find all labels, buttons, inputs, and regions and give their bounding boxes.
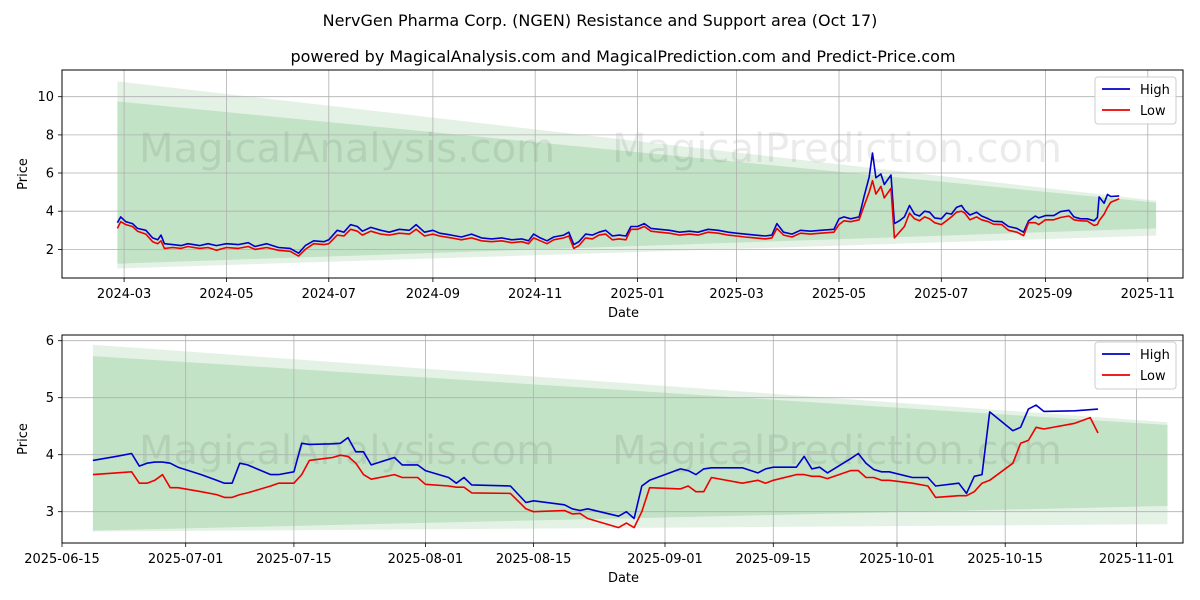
x-tick-label: 2025-03 — [709, 287, 763, 302]
x-tick-label: 2025-06-15 — [24, 552, 100, 567]
support-resistance-band — [92, 356, 1168, 531]
watermark-text: MagicalPrediction.com — [612, 126, 1062, 172]
y-tick-label: 4 — [46, 448, 54, 463]
top-chart-panel: MagicalAnalysis.com MagicalPrediction.com… — [16, 69, 1184, 321]
legend-label-low: Low — [1140, 369, 1166, 384]
x-tick-label: 2025-01 — [610, 287, 664, 302]
watermark-text: MagicalAnalysis.com — [139, 428, 555, 474]
series-line-high — [116, 152, 1120, 254]
x-tick-label: 2024-03 — [97, 287, 151, 302]
x-axis-label: Date — [608, 306, 639, 321]
y-tick-label: 6 — [46, 334, 54, 349]
y-tick-label: 2 — [46, 243, 54, 258]
x-tick-label: 2024-05 — [199, 287, 253, 302]
x-tick-label: 2025-10-01 — [859, 552, 935, 567]
x-tick-label: 2025-08-15 — [496, 552, 572, 567]
x-tick-label: 2025-09-15 — [736, 552, 812, 567]
y-tick-label: 4 — [46, 205, 54, 220]
series-line-high — [92, 404, 1099, 520]
x-tick-label: 2025-09 — [1018, 287, 1072, 302]
x-tick-label: 2025-07-01 — [148, 552, 224, 567]
y-axis-label: Price — [16, 158, 31, 190]
x-tick-label: 2025-09-01 — [627, 552, 703, 567]
x-tick-label: 2025-07 — [914, 287, 968, 302]
x-tick-label: 2024-09 — [406, 287, 460, 302]
x-tick-label: 2024-11 — [508, 287, 562, 302]
y-tick-label: 3 — [46, 505, 54, 520]
chart-title: NervGen Pharma Corp. (NGEN) Resistance a… — [323, 11, 878, 30]
x-tick-label: 2025-08-01 — [388, 552, 464, 567]
support-resistance-band — [92, 344, 1168, 532]
y-tick-label: 10 — [37, 90, 54, 105]
series-line-low — [92, 416, 1099, 529]
watermark-text: MagicalAnalysis.com — [139, 126, 555, 172]
x-tick-label: 2025-11-01 — [1099, 552, 1175, 567]
x-tick-label: 2025-10-15 — [967, 552, 1043, 567]
legend-label-high: High — [1140, 83, 1170, 98]
x-tick-label: 2024-07 — [302, 287, 356, 302]
y-tick-label: 8 — [46, 128, 54, 143]
x-tick-label: 2025-07-15 — [256, 552, 332, 567]
y-tick-label: 5 — [46, 391, 54, 406]
series-line-low — [116, 179, 1120, 257]
plot-frame — [61, 334, 1184, 544]
chart-subtitle: powered by MagicalAnalysis.com and Magic… — [290, 47, 955, 66]
x-tick-label: 2025-05 — [812, 287, 866, 302]
plot-frame — [61, 69, 1184, 279]
legend-label-high: High — [1140, 348, 1170, 363]
legend-label-low: Low — [1140, 104, 1166, 119]
x-tick-label: 2025-11 — [1121, 287, 1175, 302]
bottom-chart-panel: MagicalAnalysis.com MagicalPrediction.com… — [16, 334, 1184, 586]
x-axis-label: Date — [608, 571, 639, 586]
y-axis-label: Price — [16, 423, 31, 455]
y-tick-label: 6 — [46, 167, 54, 182]
